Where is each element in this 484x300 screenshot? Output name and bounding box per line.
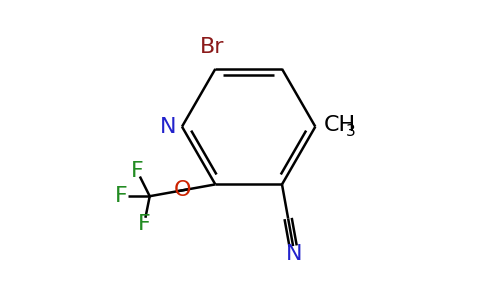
Text: O: O — [174, 180, 191, 200]
Text: N: N — [286, 244, 303, 264]
Text: 3: 3 — [346, 124, 356, 139]
Text: F: F — [131, 161, 144, 181]
Text: Br: Br — [200, 37, 224, 57]
Text: F: F — [138, 214, 151, 234]
Text: N: N — [160, 117, 177, 137]
Text: CH: CH — [323, 115, 355, 135]
Text: F: F — [115, 186, 128, 206]
